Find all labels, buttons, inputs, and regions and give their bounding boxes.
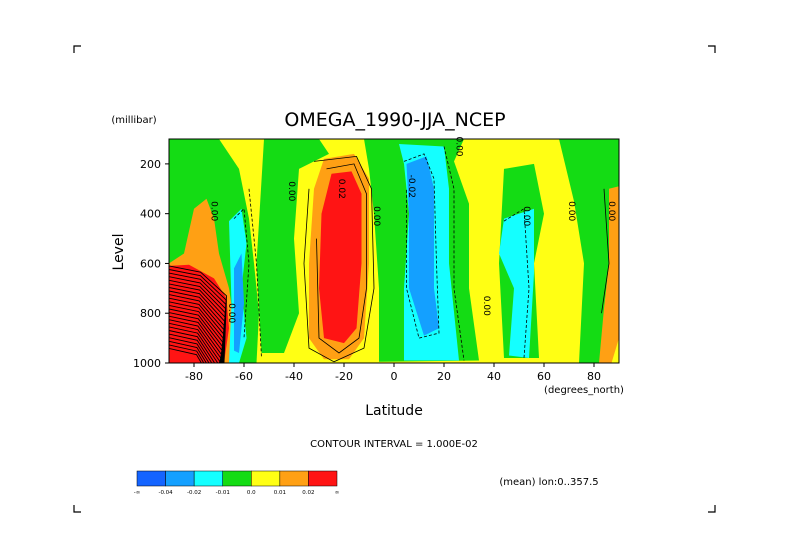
dashed-contour-3: [503, 208, 530, 359]
colorbar-label: -0.04: [158, 490, 173, 496]
dashed-contour-0: [233, 207, 250, 339]
steep-contour-14: [169, 315, 223, 363]
colorbar-label: 0.02: [302, 490, 314, 496]
x-tick-label: -80: [185, 370, 203, 383]
y-tick-label: 1000: [133, 357, 161, 370]
contour-label-1: 0.00: [286, 181, 296, 201]
solid-contour-0: [316, 163, 367, 354]
contour-label-layer: 0.00 0.00 0.02 0.00 -0.02 0.00 0.00 0.00 0.00 0.0…: [209, 136, 617, 323]
colorbar-label: -0.01: [216, 490, 230, 496]
region-green-subtropic-south: [256, 139, 329, 353]
x-axis-label: Latitude: [365, 403, 423, 419]
contour-line-layer: [169, 146, 610, 363]
contour-fill-layer: [169, 139, 619, 363]
steep-contour-19: [169, 333, 219, 363]
steep-contour-23: [169, 347, 217, 363]
y-tick-label: 400: [140, 208, 161, 221]
dashed-contour-2: [443, 146, 465, 361]
region-blue-itcz: [406, 156, 439, 336]
x-tick-label: 40: [487, 370, 501, 383]
x-units-label: (degrees_north): [544, 385, 624, 396]
x-axis: -80 -60 -40 -20 0 20 40 60 80: [185, 363, 601, 383]
chart-title: OMEGA_1990-JJA_NCEP: [284, 109, 505, 131]
colorbar-swatch: [308, 470, 338, 487]
x-tick-label: 80: [587, 370, 601, 383]
region-orange-north-polar: [599, 186, 619, 363]
solid-contour-2: [601, 188, 610, 314]
region-green-north-polar: [559, 139, 619, 363]
colorbar-label: 0.01: [274, 490, 286, 496]
colorbar-label: ∞: [335, 490, 340, 496]
x-tick-label: -60: [235, 370, 253, 383]
colorbar-swatch: [165, 470, 195, 487]
y-tick-label: 600: [140, 257, 161, 270]
contour-label-2: 0.02: [336, 179, 346, 199]
colorbar: -∞ -0.04 -0.02 -0.01 0.0 0.01 0.02 ∞: [134, 470, 340, 496]
y-axis: 200 400 600 800 1000: [133, 158, 169, 370]
contour-label-0: 0.00: [209, 201, 219, 221]
dashed-contour-1: [403, 153, 440, 339]
contour-label-3: 0.00: [371, 206, 381, 226]
y-tick-label: 200: [140, 158, 161, 171]
region-red-sh-descent: [319, 171, 362, 344]
x-tick-label: -20: [335, 370, 353, 383]
contour-label-7: 0.00: [521, 206, 531, 226]
colorbar-label: -0.02: [187, 490, 201, 496]
solid-contour-1: [303, 155, 375, 363]
x-tick-label: -40: [285, 370, 303, 383]
colorbar-swatch: [136, 470, 166, 487]
contour-label-10: 0.00: [226, 303, 236, 323]
colorbar-swatch: [251, 470, 281, 487]
steep-contour-17: [169, 326, 220, 363]
x-tick-label: 0: [391, 370, 398, 383]
contour-label-6: 0.00: [481, 296, 491, 316]
steep-contour-16: [169, 322, 222, 363]
x-tick-label: 20: [437, 370, 451, 383]
region-blue-south: [234, 253, 244, 353]
contour-label-4: -0.02: [406, 175, 416, 198]
crop-marks: [73, 45, 716, 513]
colorbar-swatch: [193, 470, 223, 487]
steep-contour-18: [169, 330, 219, 363]
colorbar-swatch: [222, 470, 252, 487]
contour-label-5: 0.00: [454, 136, 464, 156]
region-red-antarctic-steep: [169, 264, 229, 363]
y-units-label: (millibar): [111, 115, 156, 126]
colorbar-label: 0.0: [247, 490, 256, 496]
contour-label-8: 0.00: [566, 201, 576, 221]
y-tick-label: 800: [140, 307, 161, 320]
steep-contour-21: [169, 340, 218, 363]
x-tick-label: 60: [537, 370, 551, 383]
steep-contour-20: [169, 337, 218, 363]
contour-label-9: 0.00: [606, 201, 616, 221]
steep-contour-22: [169, 344, 218, 363]
footer-label: (mean) lon:0..357.5: [499, 477, 598, 488]
contour-interval-label: CONTOUR INTERVAL = 1.000E-02: [310, 439, 478, 450]
steep-contour-15: [169, 319, 223, 363]
y-axis-label: Level: [111, 234, 127, 271]
colorbar-swatch: [279, 470, 309, 487]
colorbar-label: -∞: [134, 490, 141, 496]
region-cyan-nh-mid: [499, 208, 534, 358]
